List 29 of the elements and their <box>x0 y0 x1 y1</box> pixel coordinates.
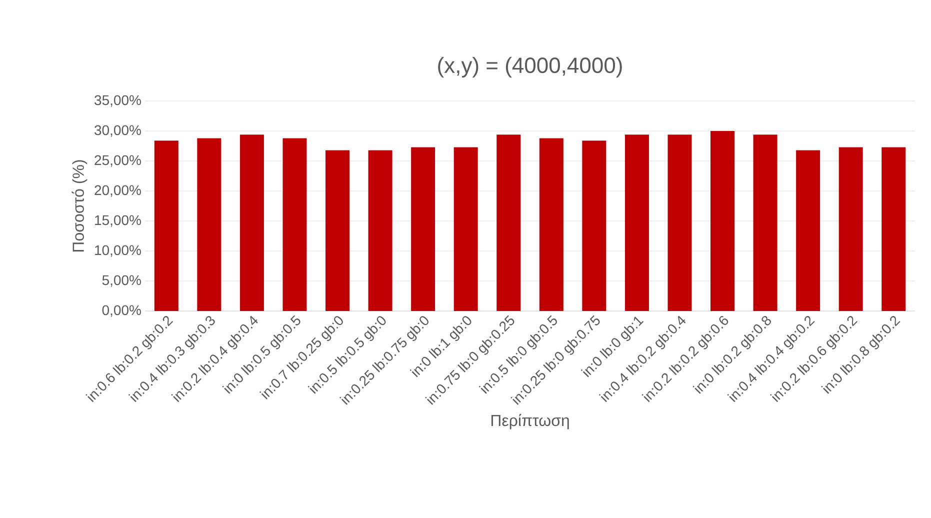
bar <box>282 138 307 311</box>
bar <box>753 134 778 311</box>
y-tick-label: 25,00% <box>94 155 141 167</box>
bar <box>710 130 734 311</box>
bar <box>368 150 392 311</box>
y-tick-label: 0,00% <box>102 305 141 317</box>
bar <box>240 134 264 311</box>
bar <box>539 138 564 311</box>
y-tick-label: 20,00% <box>94 185 141 197</box>
bar <box>496 134 521 311</box>
y-tick-label: 5,00% <box>102 275 141 287</box>
bar <box>582 140 606 311</box>
bar <box>838 147 863 311</box>
bar <box>668 134 692 311</box>
x-axis-title: Περίπτωση <box>491 414 569 430</box>
y-tick-label: 10,00% <box>95 245 141 257</box>
bar <box>882 147 906 311</box>
bar <box>454 147 478 311</box>
chart-title: (x,y) = (4000,4000) <box>438 56 622 78</box>
y-axis-title: Ποσοστό (%) <box>72 160 88 252</box>
bar <box>624 134 649 311</box>
y-tick-label: 35,00% <box>94 95 141 107</box>
bar <box>796 150 820 311</box>
bar <box>154 140 178 311</box>
y-tick-label: 30,00% <box>94 125 141 137</box>
bar <box>411 147 436 311</box>
y-tick-label: 15,00% <box>95 215 141 227</box>
bar <box>197 138 222 311</box>
bar <box>326 150 350 311</box>
